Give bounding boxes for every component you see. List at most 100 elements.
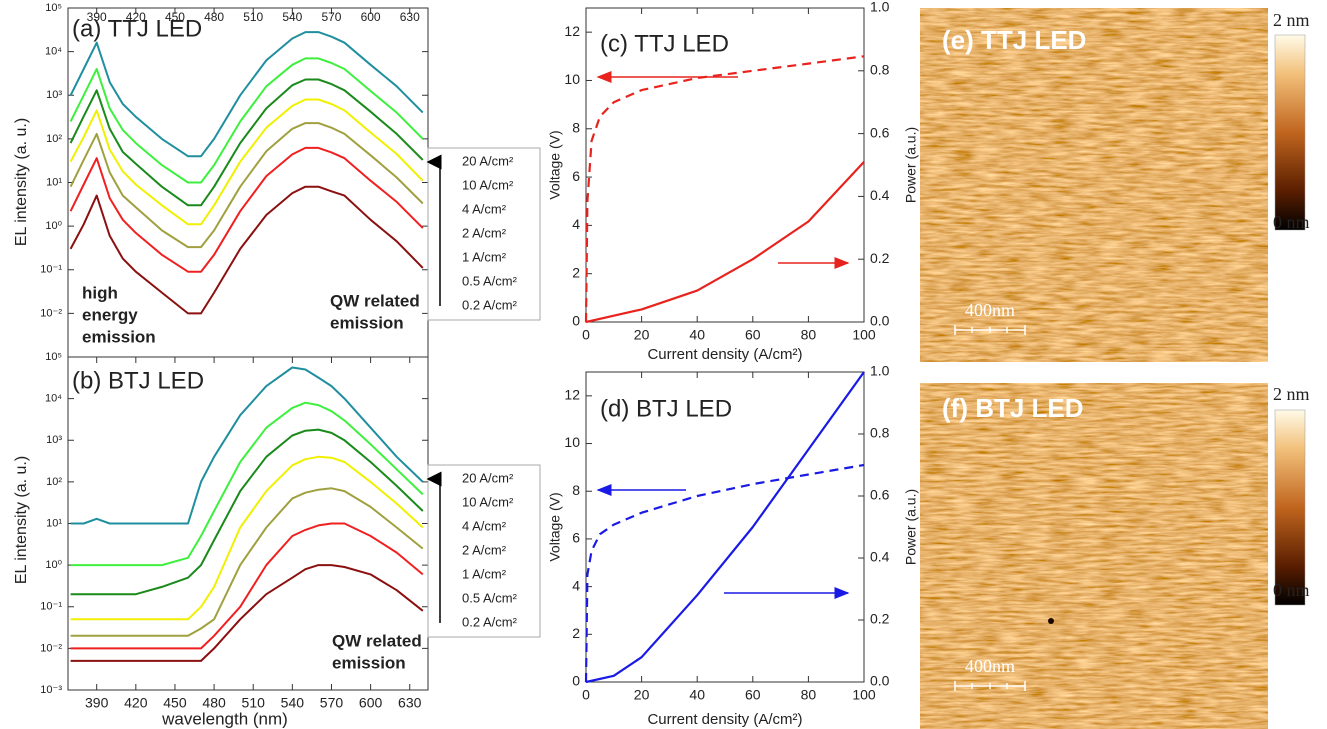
y-tick-label: 10⁵ [45,2,62,14]
chart-title: (a) TTJ LED [72,15,202,42]
x-tick-label: 60 [745,327,761,343]
y2-axis-label: Power (a.u.) [903,127,919,203]
y-tick-label: 12 [564,23,580,39]
colorbar-min: 0 nm [1273,580,1310,600]
x-tick-label: 570 [320,695,344,711]
legend-entry: 0.2 A/cm² [462,297,518,312]
x-tick-label: 510 [242,695,266,711]
x-axis-label: Current density (A/cm²) [647,346,802,363]
y-tick-label: 10 [564,434,580,450]
y-axis-label: Voltage (V) [547,130,563,199]
y2-tick-label: 0.8 [870,62,890,78]
series-line [586,465,864,682]
x-axis-label: wavelength (nm) [161,709,288,728]
afm-title: (f) BTJ LED [942,393,1084,423]
annotation: emission [82,327,156,346]
annotation: emission [332,653,406,672]
colorbar-max: 2 nm [1273,10,1310,30]
x-tick-label: 480 [204,10,224,24]
series-line [71,80,423,206]
y-tick-label: 10⁴ [45,46,62,58]
y-tick-label: 10² [46,476,62,488]
y2-axis-label: Power (a.u.) [903,489,919,565]
x-tick-label: 420 [124,695,148,711]
colorbar-max: 2 nm [1273,384,1310,404]
x-tick-label: 20 [634,687,650,703]
legend-entry: 20 A/cm² [462,470,514,485]
x-tick-label: 0 [582,327,590,343]
legend-entry: 10 A/cm² [462,177,514,192]
y-tick-label: 12 [564,387,580,403]
x-tick-label: 20 [634,327,650,343]
y-tick-label: 4 [572,216,580,232]
legend-entry: 1 A/cm² [462,566,507,581]
y-tick-label: 2 [572,264,580,280]
y2-tick-label: 0.4 [870,187,890,203]
y-tick-label: 10⁴ [45,393,62,405]
annotation: QW related [332,631,422,650]
chart-title: (d) BTJ LED [600,395,732,422]
y2-tick-label: 0.2 [870,611,890,627]
y-tick-label: 8 [572,482,580,498]
y2-tick-label: 0.2 [870,250,890,266]
x-tick-label: 80 [801,327,817,343]
charts: 39042045048051054057060063010⁵10⁴10³10²1… [13,0,918,728]
scale-bar-label: 400nm [965,656,1015,676]
x-axis-label: Current density (A/cm²) [647,711,802,728]
y2-tick-label: 0.6 [870,487,890,503]
annotation: high [82,283,118,302]
y-tick-label: 10⁵ [45,351,62,363]
legend-entry: 2 A/cm² [462,225,507,240]
legend-entry: 1 A/cm² [462,249,507,264]
colorbar-min: 0 nm [1273,212,1310,232]
y2-tick-label: 0.0 [870,673,890,689]
series-line [71,148,423,272]
y-tick-label: 10¹ [46,176,62,188]
colorbar [1275,35,1305,230]
series-line [71,524,423,649]
series-line [586,56,864,322]
x-tick-label: 80 [801,687,817,703]
legend-entry: 10 A/cm² [462,494,514,509]
series-line [71,100,423,225]
chart-title: (c) TTJ LED [600,30,729,57]
y-tick-label: 10¹ [46,517,62,529]
y-tick-label: 10 [564,71,580,87]
y2-tick-label: 1.0 [870,0,890,15]
y2-tick-label: 1.0 [870,363,890,379]
y2-tick-label: 0.0 [870,313,890,329]
x-tick-label: 570 [321,10,341,24]
annotation: energy [82,305,138,324]
x-tick-label: 480 [202,695,226,711]
y-tick-label: 10⁰ [45,559,62,571]
legend-entry: 20 A/cm² [462,153,514,168]
x-tick-label: 630 [398,695,422,711]
afm-image [920,383,1268,729]
annotation: emission [330,313,404,332]
x-tick-label: 600 [361,10,381,24]
y-tick-label: 10⁻¹ [40,264,62,276]
annotation: QW related [330,291,420,310]
x-tick-label: 540 [282,10,302,24]
chart: 39042045048051054057060063010⁵10⁴10³10²1… [13,351,540,729]
legend-entry: 0.2 A/cm² [462,614,518,629]
y-axis-label: EL intensity (a. u.) [13,118,30,246]
x-tick-label: 630 [400,10,420,24]
x-tick-label: 540 [281,695,305,711]
y-tick-label: 10⁻¹ [40,601,62,613]
y-tick-label: 10⁰ [45,220,62,232]
y-tick-label: 6 [572,530,580,546]
y-tick-label: 6 [572,168,580,184]
series-line [586,162,864,322]
scale-bar-label: 400nm [965,300,1015,320]
x-tick-label: 390 [85,695,109,711]
series-line [71,32,423,156]
y-tick-label: 10⁻² [40,642,62,654]
colorbar [1275,410,1305,605]
series-line [71,123,423,247]
y-tick-label: 8 [572,119,580,135]
y-tick-label: 4 [572,577,580,593]
y-tick-label: 10³ [46,89,62,101]
